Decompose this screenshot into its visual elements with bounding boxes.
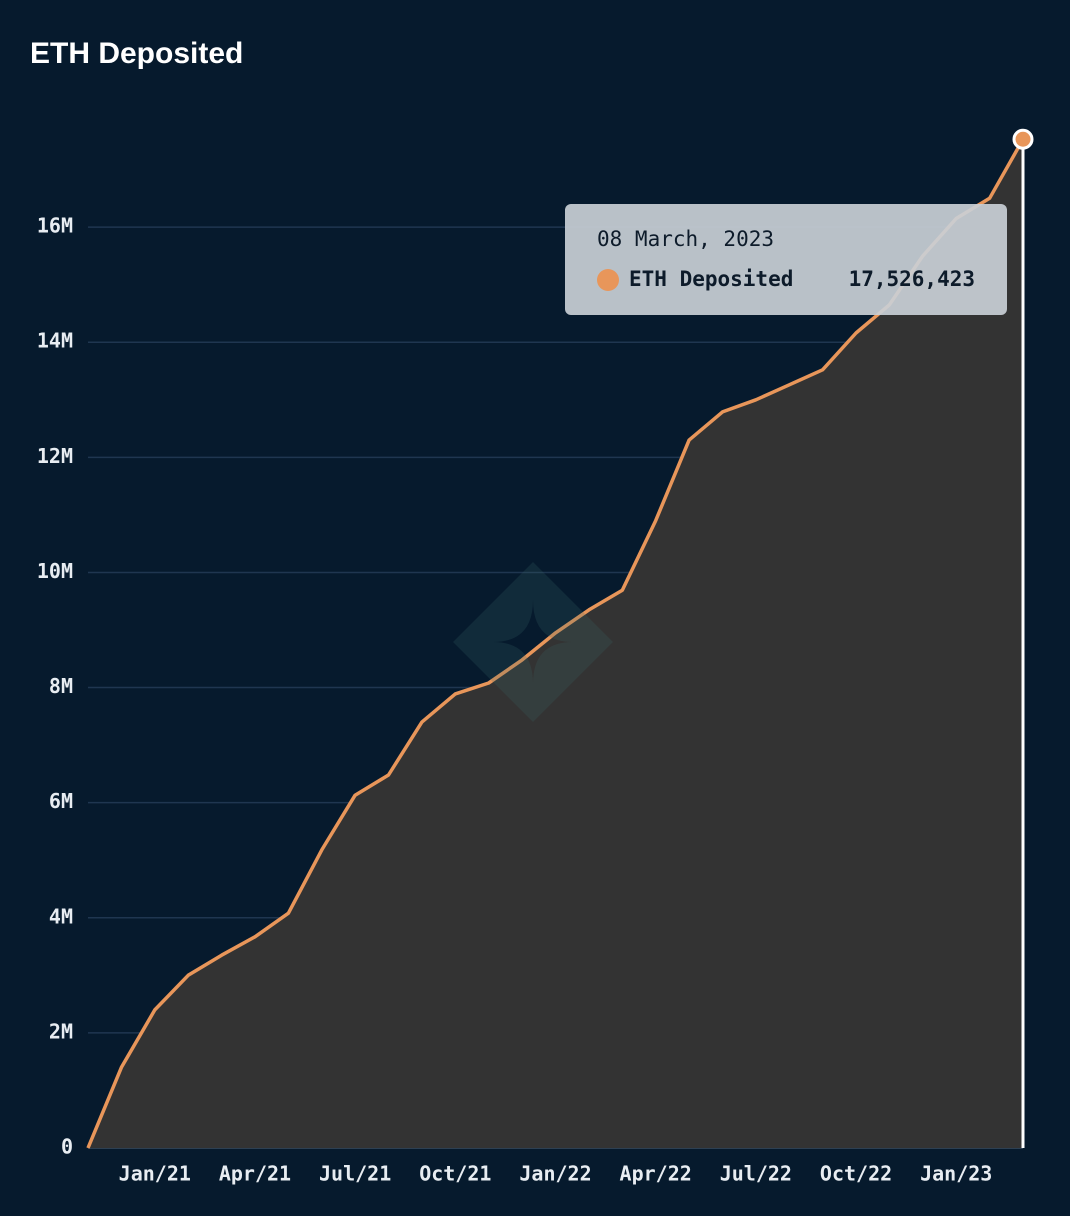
x-tick-label: Jan/21 bbox=[119, 1162, 191, 1186]
tooltip-box bbox=[565, 204, 1007, 315]
x-tick-label: Oct/21 bbox=[419, 1162, 491, 1186]
x-tick-label: Jan/23 bbox=[920, 1162, 992, 1186]
tooltip-swatch bbox=[597, 269, 619, 291]
y-tick-label: 0 bbox=[61, 1135, 73, 1159]
chart-title: ETH Deposited bbox=[30, 37, 243, 70]
y-tick-label: 6M bbox=[49, 789, 73, 813]
tooltip-series: ETH Deposited bbox=[629, 267, 793, 291]
y-tick-label: 14M bbox=[37, 329, 73, 353]
x-tick-label: Jul/21 bbox=[319, 1162, 391, 1186]
tooltip: 08 March, 2023 ETH Deposited 17,526,423 bbox=[565, 204, 1007, 315]
watermark bbox=[453, 562, 613, 722]
tooltip-date: 08 March, 2023 bbox=[597, 227, 774, 251]
x-tick-label: Apr/21 bbox=[219, 1162, 291, 1186]
y-tick-label: 8M bbox=[49, 674, 73, 698]
y-tick-label: 12M bbox=[37, 444, 73, 468]
x-tick-label: Jul/22 bbox=[720, 1162, 792, 1186]
y-tick-label: 16M bbox=[37, 214, 73, 238]
x-tick-label: Jan/22 bbox=[519, 1162, 591, 1186]
y-tick-label: 4M bbox=[49, 904, 73, 928]
x-tick-label: Apr/22 bbox=[620, 1162, 692, 1186]
y-tick-label: 2M bbox=[49, 1019, 73, 1043]
plot bbox=[86, 128, 1034, 1149]
area bbox=[88, 139, 1023, 1149]
y-tick-label: 10M bbox=[37, 559, 73, 583]
hover-point bbox=[1012, 128, 1034, 150]
tooltip-value: 17,526,423 bbox=[849, 267, 975, 291]
x-tick-label: Oct/22 bbox=[820, 1162, 892, 1186]
line bbox=[86, 138, 1025, 1149]
